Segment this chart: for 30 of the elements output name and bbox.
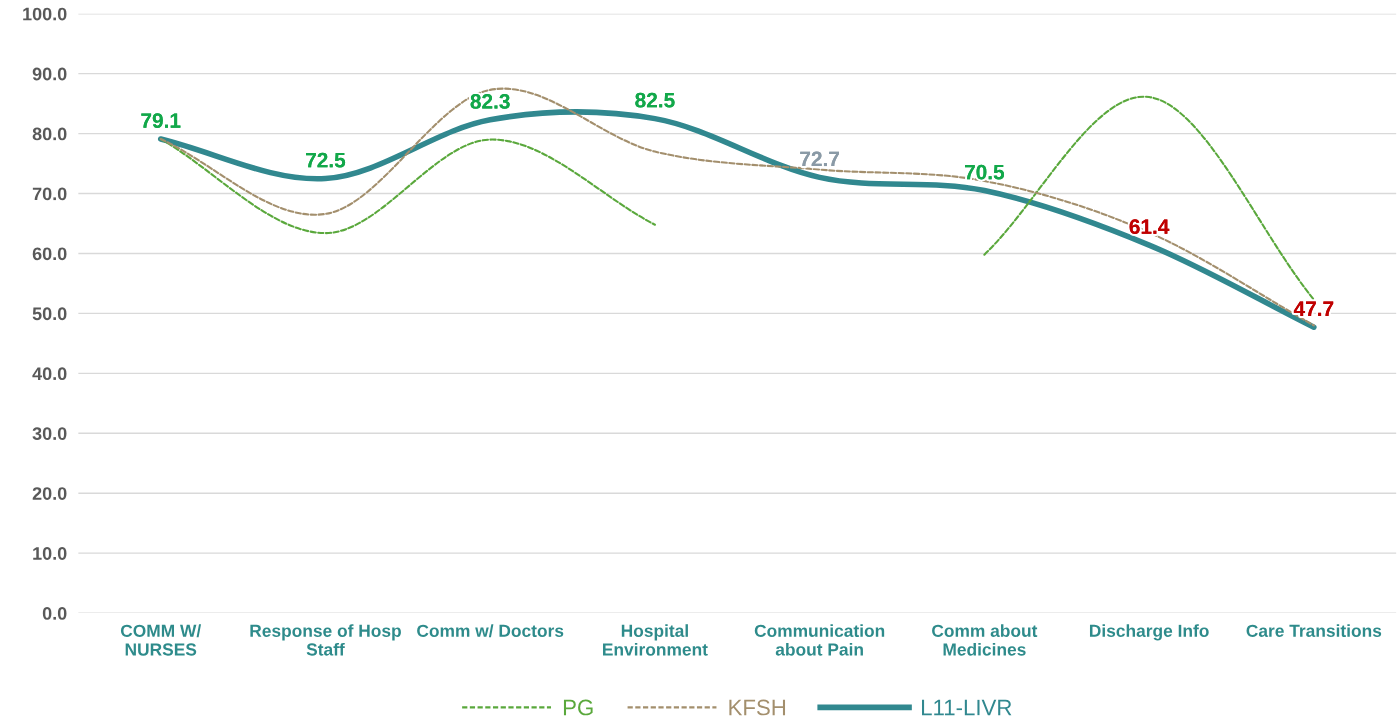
x-tick-label: Comm about Medicines xyxy=(932,624,1038,656)
x-tick-label: Care Transitions xyxy=(1246,624,1382,637)
y-tick-label: 40.0 xyxy=(32,367,67,381)
legend-label: PG xyxy=(563,699,593,716)
y-tick-label: 10.0 xyxy=(33,547,67,560)
x-tick-label: Comm w/ Doctors xyxy=(417,624,564,638)
data-label: 82.3 xyxy=(470,94,510,109)
data-label: 79.1 xyxy=(141,113,181,128)
y-tick-label: 50.0 xyxy=(32,307,67,321)
y-tick-label: 80.0 xyxy=(32,127,67,141)
y-tick-label: 60.0 xyxy=(32,247,67,261)
x-tick-label: Discharge Info xyxy=(1089,624,1209,641)
data-label: 61.4 xyxy=(1129,219,1170,235)
x-tick-label: COMM W/ NURSES xyxy=(120,624,202,656)
legend-label: KFSH xyxy=(729,699,786,716)
data-label: 72.5 xyxy=(306,152,346,168)
data-label: 47.7 xyxy=(1293,301,1334,316)
data-label: 82.5 xyxy=(635,92,675,108)
y-tick-label: 30.0 xyxy=(32,427,67,441)
x-tick-label: Hospital Environment xyxy=(603,624,708,656)
data-label: 70.5 xyxy=(964,164,1005,180)
y-tick-label: 90.0 xyxy=(32,67,67,81)
data-label: 72.7 xyxy=(800,151,839,167)
y-tick-label: 100.0 xyxy=(23,7,67,21)
x-tick-label: Communication about Pain xyxy=(754,624,885,656)
y-tick-label: 70.0 xyxy=(32,187,67,201)
legend-label: L11-LIVR xyxy=(922,699,1012,716)
x-tick-label: Response of Hosp Staff xyxy=(250,624,401,656)
y-tick-label: 20.0 xyxy=(32,487,67,500)
y-tick-label: 0.0 xyxy=(42,607,67,620)
